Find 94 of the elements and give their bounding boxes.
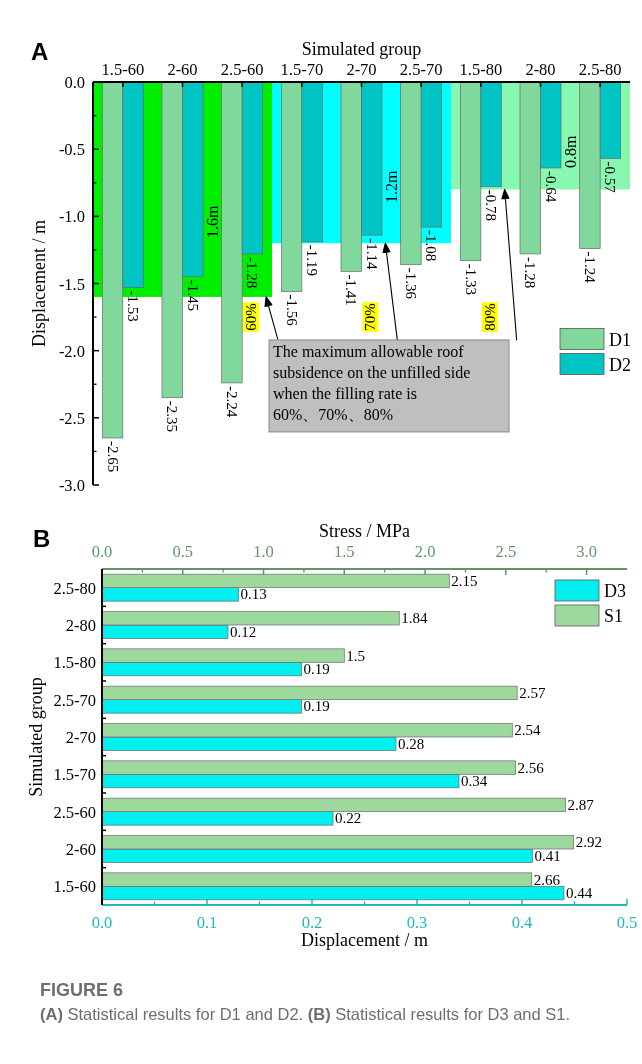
y-tick-label: 2-80 — [65, 616, 96, 635]
y-tick-label: -3.0 — [58, 476, 85, 495]
data-label: -1.28 — [522, 256, 539, 289]
y-tick-label: -1.5 — [58, 274, 85, 294]
data-label: 0.12 — [230, 623, 257, 640]
x2-tick-label: 2.0 — [414, 542, 436, 561]
data-label: 1.5 — [346, 647, 366, 664]
data-label: 0.41 — [534, 847, 561, 864]
data-label: 0.34 — [461, 773, 488, 790]
data-label: 2.54 — [514, 722, 542, 739]
y-tick-label: 2-70 — [65, 728, 96, 747]
chart-title: A — [31, 38, 49, 65]
y-tick-label: 2.5-80 — [53, 578, 96, 598]
x-tick-label: 1.5-60 — [101, 60, 145, 79]
x-tick-label: 2.5-60 — [220, 60, 264, 79]
data-label: 1.84 — [401, 610, 428, 627]
data-label: 0.19 — [303, 698, 330, 715]
data-label: -0.64 — [542, 170, 559, 203]
x-tick-label: 2-80 — [525, 60, 556, 79]
x-tick-label: 0.0 — [91, 913, 113, 932]
annotation: 60% — [243, 303, 260, 331]
data-label: 2.66 — [533, 871, 561, 888]
x2-tick-label: 1.0 — [253, 542, 274, 561]
data-label: -2.24 — [223, 385, 240, 418]
data-label: -1.41 — [343, 274, 360, 306]
x-tick-label: 2.5-70 — [399, 60, 443, 79]
data-label: -2.35 — [164, 400, 181, 432]
text: (A) Statistical results for D1 and D2. (B) Statistical results for D3 and S1. — [40, 1005, 571, 1023]
y-tick-label: 1.5-80 — [53, 653, 96, 673]
x-tick-label: 2-70 — [346, 60, 377, 79]
legend-label: D2 — [609, 354, 631, 375]
data-label: -0.78 — [483, 189, 500, 222]
data-label: 0.44 — [566, 885, 593, 902]
band-label: 1.6m — [203, 204, 221, 238]
data-label: 2.56 — [517, 759, 545, 776]
data-label: -1.53 — [125, 290, 142, 322]
y-tick-label: -2.5 — [58, 408, 85, 428]
x2-tick-label: 0.0 — [91, 542, 113, 561]
y-tick-label: 2.5-70 — [53, 690, 96, 710]
data-label: -1.33 — [462, 263, 479, 295]
annotation: The maximum allowable roof subsidence on the unfilled side when the filling rate is 60%、70%、80% — [273, 342, 471, 423]
x-tick-label: 0.2 — [301, 913, 323, 932]
x-tick-label: 2-60 — [167, 60, 198, 79]
legend-label: D1 — [609, 329, 631, 350]
data-label: -1.28 — [244, 256, 261, 289]
annotation: 80% — [481, 303, 498, 331]
y-axis-title: Simulated group — [26, 677, 46, 797]
x-tick-label: 1.5-70 — [280, 60, 324, 79]
x-tick-label: 0.3 — [406, 913, 428, 932]
data-label: -2.65 — [104, 440, 121, 473]
data-label: 2.57 — [519, 684, 546, 701]
chart-title: B — [33, 525, 51, 552]
x2-tick-label: 2.5 — [495, 542, 517, 561]
data-label: -1.24 — [581, 251, 598, 284]
y-tick-label: 2-60 — [65, 840, 96, 859]
x-axis-title: Simulated group — [301, 39, 422, 59]
y-tick-label: -2.0 — [58, 341, 85, 361]
y-axis-title: Displacement / m — [29, 220, 49, 347]
data-label: 2.92 — [575, 834, 602, 851]
data-label: 2.15 — [451, 572, 478, 589]
y-tick-label: 0.0 — [64, 73, 85, 92]
x-tick-label: 0.4 — [511, 913, 533, 932]
data-label: -1.08 — [423, 230, 440, 262]
x2-axis-title: Stress / MPa — [318, 521, 411, 541]
band-label: 1.2m — [382, 170, 400, 204]
legend-label: D3 — [604, 581, 626, 601]
data-label: -0.57 — [602, 161, 619, 194]
data-label: 0.22 — [335, 810, 362, 827]
caption: FIGURE 6 — [40, 980, 124, 1000]
data-label: 2.87 — [567, 796, 595, 813]
annotation: 70% — [362, 303, 379, 331]
x-tick-label: 1.5-80 — [459, 60, 503, 79]
x-axis-title: Displacement / m — [301, 930, 428, 950]
x2-tick-label: 3.0 — [576, 542, 597, 561]
x2-tick-label: 0.5 — [172, 542, 194, 561]
x-tick-label: 0.5 — [616, 913, 638, 932]
data-label: -1.19 — [304, 244, 321, 277]
data-label: -1.56 — [283, 294, 300, 327]
data-label: -1.14 — [363, 238, 380, 270]
data-label: -1.45 — [184, 279, 201, 312]
y-tick-label: 1.5-70 — [53, 765, 96, 785]
y-tick-label: 1.5-60 — [53, 877, 96, 897]
band-label: 0.8m — [561, 135, 579, 169]
y-tick-label: -0.5 — [58, 140, 85, 160]
data-label: 0.19 — [303, 661, 330, 678]
y-tick-label: -1.0 — [58, 207, 85, 227]
x-tick-label: 2.5-80 — [578, 60, 622, 79]
data-label: -1.36 — [402, 267, 419, 300]
data-label: 0.13 — [240, 586, 267, 603]
legend-label: S1 — [604, 606, 624, 626]
data-label: 0.28 — [398, 735, 425, 752]
x-tick-label: 0.1 — [196, 913, 218, 932]
y-tick-label: 2.5-60 — [53, 802, 96, 822]
x2-tick-label: 1.5 — [334, 542, 355, 561]
